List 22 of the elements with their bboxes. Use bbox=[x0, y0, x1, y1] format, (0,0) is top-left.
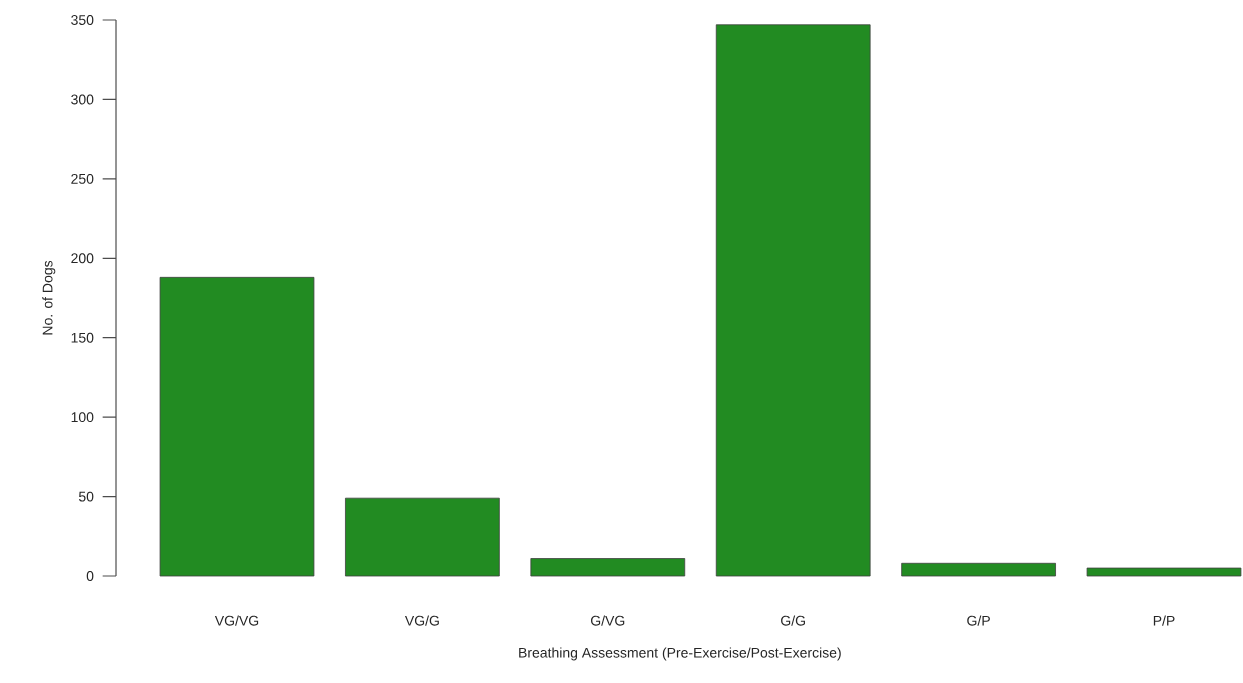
bar bbox=[159, 276, 315, 577]
y-tick-label: 200 bbox=[71, 253, 94, 264]
y-tick-label: 350 bbox=[71, 15, 94, 25]
y-axis-title: No. of Dogs bbox=[42, 260, 56, 335]
x-tick-label: G/VG bbox=[591, 615, 625, 626]
x-axis-title: Breathing Assessment (Pre-Exercise/Post-Exercise) bbox=[519, 647, 841, 661]
y-tick-label: 50 bbox=[78, 491, 94, 502]
bar bbox=[1086, 567, 1242, 577]
x-tick-label: P/P bbox=[1153, 615, 1175, 626]
x-tick-label: G/P bbox=[967, 615, 990, 626]
bar bbox=[715, 24, 871, 577]
bar bbox=[530, 558, 686, 577]
y-tick-label: 100 bbox=[71, 412, 94, 423]
x-tick-label: VG/VG bbox=[214, 615, 259, 626]
x-tick-label: G/G bbox=[781, 615, 805, 626]
y-tick-label: 0 bbox=[86, 571, 94, 581]
y-tick-label: 150 bbox=[71, 332, 94, 343]
x-tick-label: VG/G bbox=[404, 615, 439, 626]
y-tick-label: 250 bbox=[71, 173, 94, 184]
bar bbox=[901, 562, 1056, 577]
y-tick-label: 300 bbox=[71, 94, 94, 105]
bar bbox=[345, 497, 500, 577]
